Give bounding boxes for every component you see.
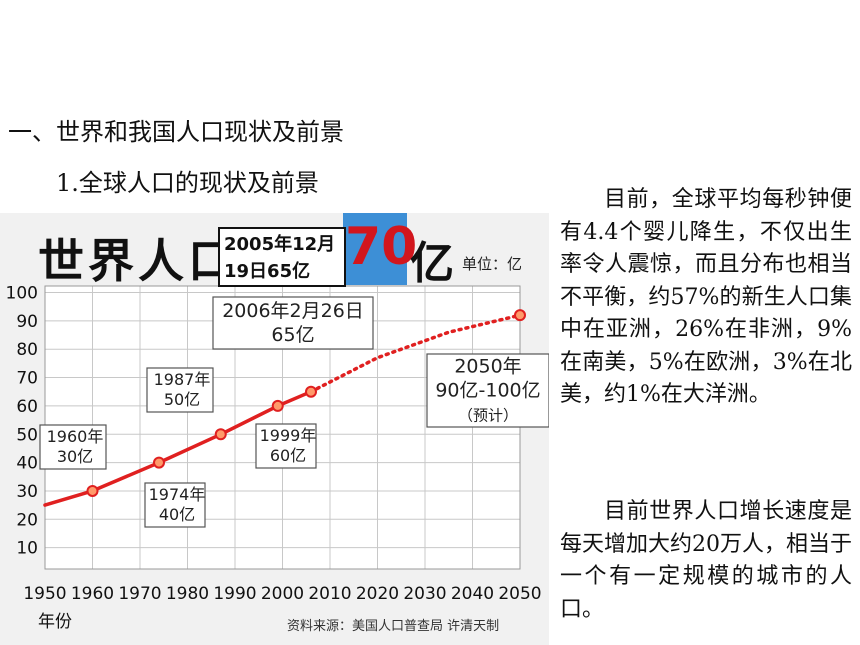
subsection-heading: 1.全球人口的现状及前景	[56, 169, 319, 197]
data-label-box	[212, 296, 374, 350]
x-tick-label: 1990	[213, 584, 256, 604]
series-line-projected	[309, 313, 522, 394]
paragraph-growth-speed: 目前世界人口增长速度是每天增加大约20万人，相当于一个有一定规模的城市的人口。	[560, 499, 852, 622]
data-point-marker	[271, 399, 284, 412]
y-tick-label: 90	[16, 312, 38, 332]
x-tick-label: 2040	[451, 584, 494, 604]
x-axis-caption: 年份	[38, 612, 72, 632]
data-point-marker	[305, 385, 317, 398]
data-point-marker	[214, 428, 227, 441]
data-label-text: 90亿-100亿	[435, 380, 540, 402]
title-number-70: 70	[345, 217, 418, 277]
y-tick-label: 100	[6, 284, 38, 304]
y-tick-label: 20	[16, 510, 38, 530]
data-label-text: 1960年	[47, 427, 104, 446]
x-tick-label: 2030	[403, 584, 446, 604]
title-unit-yi: 亿	[410, 238, 454, 289]
population-chart-figure: 10 20 30 40 50 60 70 80 90 100 1950 1960 1970 1980 199…	[0, 213, 549, 645]
date-callout-line2: 19日65亿	[224, 261, 311, 282]
y-tick-label: 80	[16, 340, 38, 360]
date-callout-line1: 2005年12月	[224, 234, 336, 255]
y-tick-label: 30	[16, 482, 38, 502]
data-label-text: 2006年2月26日	[222, 300, 364, 322]
x-tick-label: 1980	[166, 584, 209, 604]
data-label-box	[144, 482, 206, 528]
date-callout: 2005年12月 19日65亿	[218, 227, 346, 287]
y-tick-label: 50	[16, 425, 38, 445]
x-tick-label: 2010	[308, 584, 351, 604]
data-label-text: 30亿	[57, 447, 93, 466]
x-tick-label: 2050	[498, 584, 541, 604]
data-label-box	[255, 423, 317, 469]
y-tick-label: 40	[16, 454, 38, 474]
data-label-text: 40亿	[159, 505, 195, 524]
x-tick-label: 2000	[261, 584, 304, 604]
data-label-text: 65亿	[271, 324, 314, 346]
data-point-marker	[153, 456, 165, 469]
chart-title: 世界人口	[38, 234, 238, 288]
x-tick-label: 1950	[23, 584, 66, 604]
x-tick-label: 2020	[356, 584, 399, 604]
x-tick-label: 1960	[71, 584, 114, 604]
data-label-text: 1987年	[154, 370, 211, 389]
section-heading: 一、世界和我国人口现状及前景	[8, 118, 344, 146]
data-point-marker	[514, 309, 526, 322]
data-label-text: 1999年	[260, 426, 317, 445]
data-label-text: 1974年	[149, 485, 206, 504]
y-tick-label: 10	[16, 539, 38, 559]
paragraph-birth-rate: 目前，全球平均每秒钟便有4.4个婴儿降生，不仅出生率令人震惊，而且分布也相当不平…	[560, 187, 852, 407]
data-label-text: 50亿	[164, 390, 200, 409]
y-tick-label: 70	[16, 369, 38, 389]
source-note: 资料来源：美国人口普查局 许清天制	[287, 619, 500, 634]
data-label-box	[426, 353, 549, 428]
data-label-box	[39, 424, 107, 470]
data-point-marker	[86, 484, 99, 497]
title-highlight-banner	[343, 213, 407, 285]
y-tick-label: 60	[16, 397, 38, 417]
data-label-text: （预计）	[458, 407, 518, 425]
unit-label: 单位：亿	[462, 255, 523, 273]
series-line-historical	[43, 389, 313, 507]
data-label-text: 60亿	[270, 446, 306, 465]
data-label-box	[146, 367, 214, 413]
data-label-text: 2050年	[454, 356, 521, 378]
x-tick-label: 1970	[118, 584, 161, 604]
